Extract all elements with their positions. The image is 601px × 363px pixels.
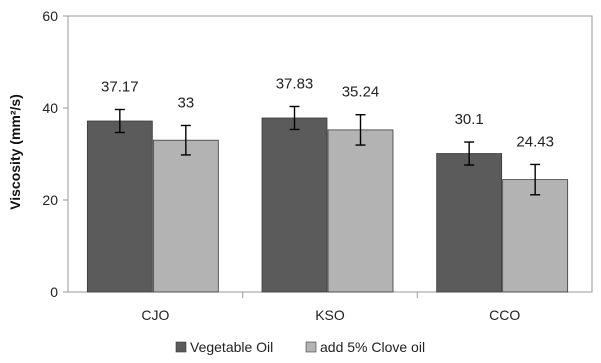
x-tick-label: CCO xyxy=(489,307,520,323)
data-label: 33 xyxy=(177,94,194,111)
bar-cco-vegetable-oil xyxy=(436,153,503,293)
legend-swatch xyxy=(175,341,187,353)
chart-labels: 37.17 33 37.83 35.24 30.1 24.43 xyxy=(101,75,554,150)
data-label: 30.1 xyxy=(455,111,484,128)
bar-kso-vegetable-oil xyxy=(261,117,328,293)
y-tick-label: 60 xyxy=(42,8,58,24)
x-tick-label: CJO xyxy=(141,307,169,323)
bar-cco-clove-oil xyxy=(502,179,569,293)
data-label: 37.17 xyxy=(101,79,139,96)
y-tick-label: 20 xyxy=(42,192,58,208)
data-label: 37.83 xyxy=(276,75,314,92)
data-label: 35.24 xyxy=(342,84,380,101)
chart-bars xyxy=(86,105,569,293)
legend-swatch xyxy=(305,341,317,353)
data-label: 24.43 xyxy=(516,133,554,150)
bar-cjo-vegetable-oil xyxy=(86,120,153,293)
legend-label: add 5% Clove oil xyxy=(320,339,425,355)
y-tick-label: 0 xyxy=(50,284,58,300)
x-tick-label: KSO xyxy=(315,307,345,323)
y-axis-label: Viscosity (mm²/s) xyxy=(7,94,23,210)
bar-kso-clove-oil xyxy=(327,129,394,293)
legend-label: Vegetable Oil xyxy=(190,339,273,355)
legend: Vegetable Oil add 5% Clove oil xyxy=(175,339,425,355)
y-tick-label: 40 xyxy=(42,100,58,116)
bar-cjo-clove-oil xyxy=(152,139,219,293)
